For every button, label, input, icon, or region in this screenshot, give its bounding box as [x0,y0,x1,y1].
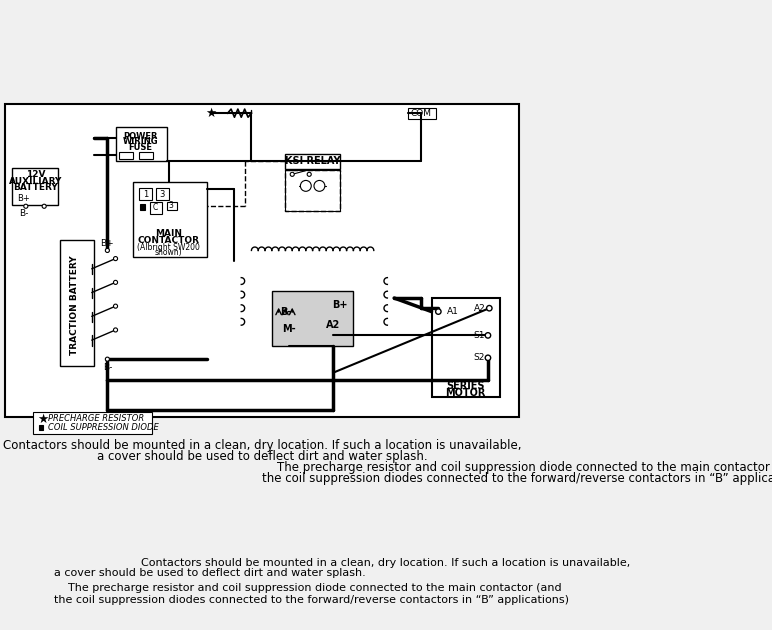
Text: B+: B+ [100,239,114,248]
Bar [150,202,162,214]
Text: TRACTION BATTERY: TRACTION BATTERY [70,255,80,355]
Bar [286,170,340,211]
Bar [119,152,133,159]
Bar [167,202,177,210]
Text: B+: B+ [332,300,347,310]
Text: FUSE: FUSE [129,142,153,152]
Text: 1: 1 [143,190,148,198]
Text: A2: A2 [326,320,340,330]
Text: MOTOR: MOTOR [445,388,486,398]
Bar [432,298,499,396]
Circle shape [290,172,294,176]
Circle shape [113,256,117,261]
Bar [272,291,354,346]
Text: COM: COM [411,108,432,118]
Bar [133,183,207,257]
Text: Contactors should be mounted in a clean, dry location. If such a location is una: Contactors should be mounted in a clean,… [141,558,631,568]
Text: ★: ★ [37,413,49,425]
Text: S2: S2 [474,353,485,362]
Circle shape [113,328,117,332]
Circle shape [113,304,117,308]
Bar [39,425,43,430]
Bar [12,168,59,205]
Text: SERIES: SERIES [446,381,485,391]
Bar [139,188,151,200]
Text: POWER: POWER [124,132,158,140]
Text: KSI RELAY: KSI RELAY [285,156,340,166]
Text: M-: M- [282,324,296,334]
Text: a cover should be used to deflect dirt and water splash.: a cover should be used to deflect dirt a… [97,450,428,463]
Text: The precharge resistor and coil suppression diode connected to the main contacto: The precharge resistor and coil suppress… [262,461,772,474]
Circle shape [113,280,117,284]
Circle shape [486,355,491,360]
Text: ★: ★ [205,106,216,120]
Bar [156,188,168,200]
Circle shape [105,248,110,253]
Text: Contactors should be mounted in a clean, dry location. If such a location is una: Contactors should be mounted in a clean,… [3,439,522,452]
Text: MAIN: MAIN [155,229,182,238]
Text: COIL SUPPRESSION DIODE: COIL SUPPRESSION DIODE [48,423,158,432]
Text: B-: B- [103,363,112,372]
FancyBboxPatch shape [231,240,398,359]
Text: shown): shown) [154,248,182,257]
Text: BATTERY: BATTERY [13,183,58,192]
Bar [286,154,340,169]
Text: PRECHARGE RESISTOR: PRECHARGE RESISTOR [48,415,144,423]
Text: B-: B- [279,307,291,317]
Circle shape [486,306,492,311]
Text: 3: 3 [169,201,174,210]
Text: C: C [153,203,158,212]
Text: A1: A1 [446,307,459,316]
Text: the coil suppression diodes connected to the forward/reverse contactors in “B” a: the coil suppression diodes connected to… [262,472,772,485]
Circle shape [24,204,28,209]
Circle shape [105,357,110,361]
Circle shape [307,172,311,176]
Text: a cover should be used to deflect dirt and water splash.: a cover should be used to deflect dirt a… [54,568,366,578]
Bar [408,108,436,118]
Text: 3: 3 [160,190,165,198]
Circle shape [314,180,325,192]
Circle shape [435,309,441,314]
Text: WIRING: WIRING [123,137,158,146]
Bar [286,170,340,211]
Bar [59,240,93,366]
Text: AUXILIARY: AUXILIARY [8,176,62,186]
Bar [140,204,145,210]
Bar [5,105,520,417]
Text: B-: B- [19,209,29,217]
Circle shape [300,180,311,192]
Bar [32,412,151,434]
Text: the coil suppression diodes connected to the forward/reverse contactors in “B” a: the coil suppression diodes connected to… [54,595,569,605]
Text: A2: A2 [474,304,486,312]
Text: S1: S1 [474,331,485,340]
Text: CONTACTOR: CONTACTOR [137,236,199,244]
Circle shape [42,204,46,209]
Bar [139,152,153,159]
Text: (Albright SW200: (Albright SW200 [137,243,200,251]
Circle shape [486,333,491,338]
Bar [116,127,167,161]
Text: 12V: 12V [25,170,45,179]
Text: B+: B+ [18,193,30,203]
Text: The precharge resistor and coil suppression diode connected to the main contacto: The precharge resistor and coil suppress… [54,583,562,593]
